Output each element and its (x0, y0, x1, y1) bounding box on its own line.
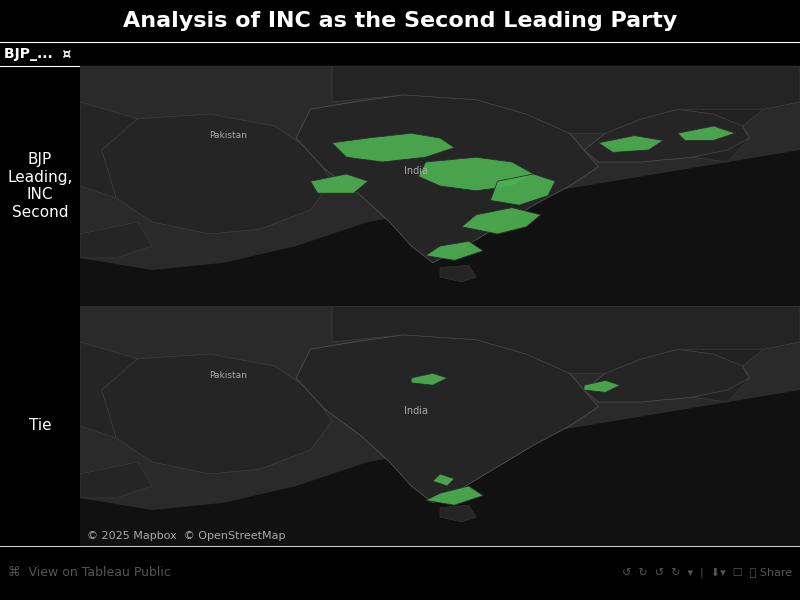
Polygon shape (332, 66, 800, 133)
Polygon shape (296, 95, 598, 263)
Polygon shape (332, 133, 454, 162)
Polygon shape (310, 174, 368, 193)
Polygon shape (598, 136, 663, 152)
Polygon shape (433, 474, 454, 486)
Polygon shape (80, 102, 138, 198)
Polygon shape (80, 66, 800, 270)
Text: ↺  ↻  ↺  ↻  ▾  |  ⬇▾  ☐  🔗 Share: ↺ ↻ ↺ ↻ ▾ | ⬇▾ ☐ 🔗 Share (622, 568, 792, 578)
Polygon shape (462, 208, 541, 234)
Polygon shape (678, 66, 800, 162)
Polygon shape (332, 306, 800, 373)
Polygon shape (296, 335, 598, 503)
Text: Tie: Tie (29, 419, 51, 433)
Text: Pakistan: Pakistan (210, 131, 247, 140)
Text: BJP
Leading,
INC
Second: BJP Leading, INC Second (7, 152, 73, 220)
Polygon shape (80, 222, 152, 258)
Text: Pakistan: Pakistan (210, 371, 247, 380)
Polygon shape (102, 114, 332, 234)
Polygon shape (490, 174, 555, 205)
Polygon shape (426, 241, 483, 260)
Polygon shape (678, 306, 800, 402)
Text: © 2025 Mapbox  © OpenStreetMap: © 2025 Mapbox © OpenStreetMap (87, 531, 286, 541)
Polygon shape (440, 505, 476, 522)
Text: BJP_...  ¤: BJP_... ¤ (4, 47, 71, 61)
Polygon shape (440, 265, 476, 282)
Text: India: India (404, 166, 428, 176)
Polygon shape (80, 306, 800, 510)
Polygon shape (584, 109, 750, 162)
Polygon shape (80, 462, 152, 498)
Polygon shape (80, 342, 138, 438)
Polygon shape (584, 349, 750, 402)
Polygon shape (418, 157, 534, 191)
Text: Analysis of INC as the Second Leading Party: Analysis of INC as the Second Leading Pa… (123, 11, 677, 31)
Polygon shape (102, 354, 332, 474)
Polygon shape (678, 126, 735, 140)
Polygon shape (411, 373, 447, 385)
Polygon shape (426, 486, 483, 505)
Text: ⌘  View on Tableau Public: ⌘ View on Tableau Public (8, 566, 171, 580)
Text: India: India (404, 406, 428, 416)
Polygon shape (584, 380, 620, 392)
